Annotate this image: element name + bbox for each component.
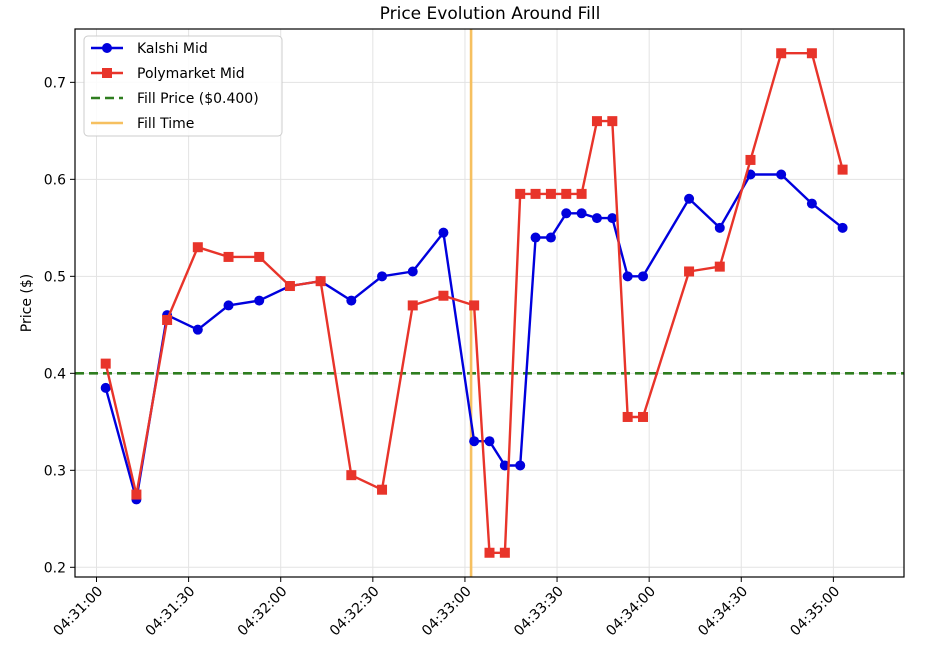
polymarket-mid-point — [545, 188, 556, 199]
polymarket-mid-point — [591, 116, 602, 127]
kalshi-mid-point — [714, 222, 725, 233]
legend-item-polymarket-mid: Polymarket Mid — [91, 66, 245, 82]
polymarket-mid-point — [622, 411, 633, 422]
legend-frame — [83, 35, 283, 137]
kalshi-mid-point — [638, 271, 649, 282]
kalshi-mid-point — [515, 460, 526, 471]
polymarket-mid-point — [530, 188, 541, 199]
y-tick-label: 0.2 — [44, 560, 66, 576]
kalshi-mid-point — [684, 193, 695, 204]
legend-swatch-marker — [102, 68, 112, 78]
y-tick-label: 0.4 — [44, 366, 66, 382]
polymarket-mid-point — [561, 188, 572, 199]
polymarket-mid-line — [104, 52, 844, 554]
polymarket-mid-point — [684, 266, 695, 277]
y-axis-title: Price ($) — [19, 274, 35, 332]
polymarket-mid-point — [162, 314, 173, 325]
polymarket-mid-point — [607, 116, 618, 127]
kalshi-mid-point — [346, 295, 357, 306]
legend-label: Kalshi Mid — [137, 41, 208, 57]
polymarket-mid-point — [515, 188, 526, 199]
polymarket-mid-point — [315, 276, 326, 287]
kalshi-mid-point — [591, 213, 602, 224]
polymarket-mid-point — [223, 251, 234, 262]
legend-label: Polymarket Mid — [137, 66, 245, 82]
polymarket-mid-point — [100, 358, 111, 369]
polymarket-mid-point — [776, 48, 787, 59]
polymarket-mid-point — [469, 300, 480, 311]
polymarket-mid-point — [438, 290, 449, 301]
kalshi-mid-point — [622, 271, 633, 282]
kalshi-mid-line — [104, 173, 844, 501]
kalshi-mid-point — [254, 295, 265, 306]
polymarket-mid-point — [346, 470, 357, 481]
plot-area-frame — [74, 28, 905, 578]
kalshi-mid-point — [806, 198, 817, 209]
kalshi-mid-point — [407, 266, 418, 277]
kalshi-mid-point — [837, 222, 848, 233]
polymarket-mid-point — [499, 547, 510, 558]
kalshi-mid-point — [438, 227, 449, 238]
legend-swatch-marker — [102, 43, 112, 53]
y-tick-label: 0.7 — [44, 75, 66, 91]
chart-title: Price Evolution Around Fill — [380, 4, 601, 24]
kalshi-mid-point — [607, 213, 618, 224]
data-series — [100, 48, 848, 558]
polymarket-mid-point — [714, 261, 725, 272]
polymarket-mid-point — [484, 547, 495, 558]
polymarket-mid-point — [745, 154, 756, 165]
polymarket-mid-point — [131, 489, 142, 500]
kalshi-mid-point — [192, 324, 203, 335]
polymarket-mid-point — [377, 484, 388, 495]
y-tick-label: 0.6 — [44, 172, 66, 188]
legend-item-kalshi-mid: Kalshi Mid — [91, 41, 208, 57]
polymarket-mid-point — [254, 251, 265, 262]
polymarket-mid-point — [407, 300, 418, 311]
kalshi-mid-point — [484, 436, 495, 447]
legend-label: Fill Price ($0.400) — [137, 91, 259, 107]
polymarket-mid-point — [806, 48, 817, 59]
kalshi-mid-point — [100, 382, 111, 393]
y-tick-label: 0.3 — [44, 463, 66, 479]
kalshi-mid-point — [469, 436, 480, 447]
kalshi-mid-point — [561, 208, 572, 219]
legend-item-fill-price-0-400: Fill Price ($0.400) — [91, 91, 259, 107]
legend-label: Fill Time — [137, 116, 194, 132]
polymarket-mid-point — [284, 281, 295, 292]
polymarket-mid-point — [638, 411, 649, 422]
polymarket-mid-point — [192, 242, 203, 253]
kalshi-mid-point — [377, 271, 388, 282]
legend-item-fill-time: Fill Time — [91, 116, 194, 132]
y-tick-label: 0.5 — [44, 269, 66, 285]
polymarket-mid-point — [837, 164, 848, 175]
kalshi-mid-point — [223, 300, 234, 311]
kalshi-mid-point — [576, 208, 587, 219]
kalshi-mid-point — [530, 232, 541, 243]
polymarket-mid-point — [576, 188, 587, 199]
legend: Kalshi Mid Polymarket Mid Fill Price ($0.4… — [83, 35, 283, 137]
kalshi-mid-point — [545, 232, 556, 243]
kalshi-mid-point — [776, 169, 787, 180]
